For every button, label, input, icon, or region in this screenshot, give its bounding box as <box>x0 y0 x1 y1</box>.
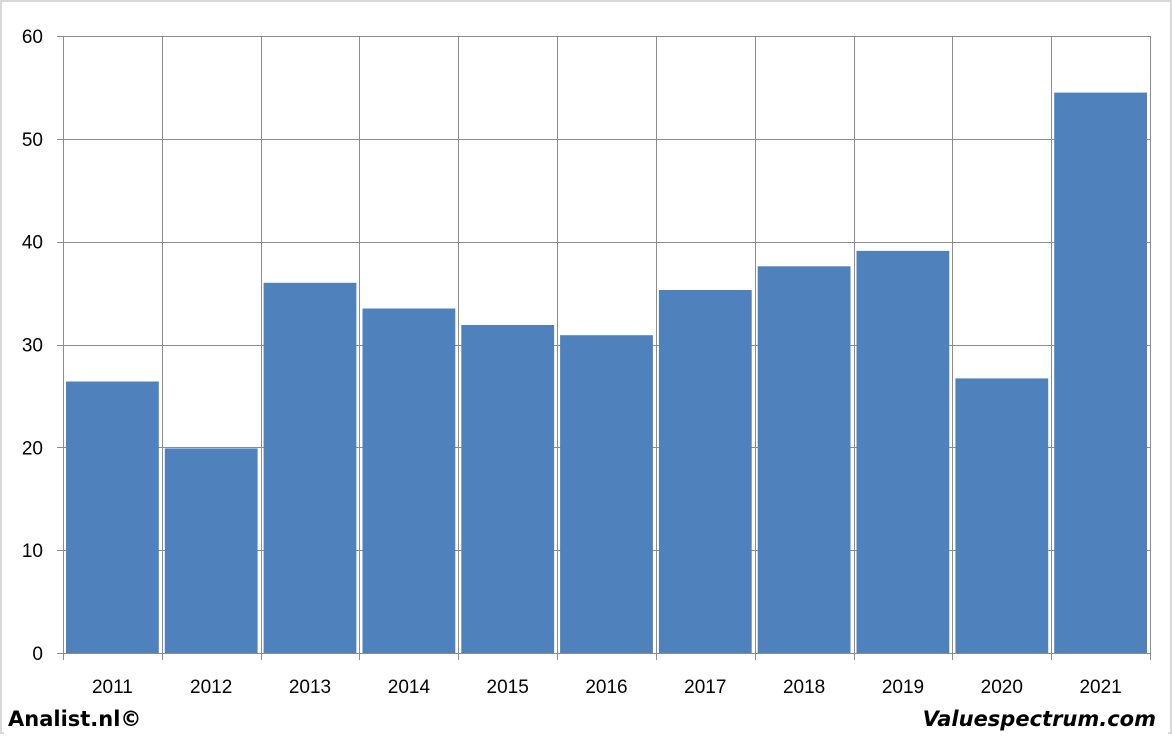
bar-2020 <box>955 378 1049 653</box>
chart-footer: Analist.nl© Valuespectrum.com <box>4 704 1168 734</box>
y-tick-label: 40 <box>22 233 43 254</box>
bar-2012 <box>164 448 258 653</box>
footer-credit-right: Valuespectrum.com <box>922 707 1156 731</box>
x-tick-label: 2011 <box>92 677 133 698</box>
bar-2019 <box>856 250 950 653</box>
y-tick-label: 10 <box>22 541 43 562</box>
footer-credit-left: Analist.nl© <box>8 707 142 731</box>
bar-2014 <box>362 308 456 653</box>
bar-2016 <box>560 335 653 653</box>
bar-2017 <box>658 290 752 653</box>
x-tick-label: 2013 <box>289 677 331 698</box>
bar-2011 <box>66 381 159 653</box>
bar-2013 <box>263 282 357 653</box>
bars <box>66 92 1147 654</box>
axes <box>57 36 1151 660</box>
y-tick-label: 20 <box>22 438 43 459</box>
x-tick-label: 2018 <box>783 677 825 698</box>
bar-2018 <box>757 266 851 653</box>
x-tick-label: 2021 <box>1079 677 1121 698</box>
x-tick-label: 2015 <box>487 677 529 698</box>
bar-2015 <box>461 325 555 653</box>
x-tick-label: 2014 <box>388 677 431 698</box>
y-tick-label: 30 <box>22 336 43 357</box>
x-tick-label: 2019 <box>882 677 924 698</box>
x-tick-label: 2016 <box>585 677 627 698</box>
gridlines <box>63 36 1151 653</box>
x-tick-label: 2020 <box>981 677 1023 698</box>
y-tick-label: 60 <box>22 27 43 48</box>
y-tick-label: 50 <box>22 130 43 151</box>
tick-labels: 0 10 20 30 40 50 60 2011 2012 2013 2014 2015 2016 201… <box>22 27 1122 698</box>
y-tick-label: 0 <box>32 644 43 665</box>
x-tick-label: 2017 <box>684 677 726 698</box>
bar-2021 <box>1054 92 1147 654</box>
x-tick-label: 2012 <box>190 677 232 698</box>
